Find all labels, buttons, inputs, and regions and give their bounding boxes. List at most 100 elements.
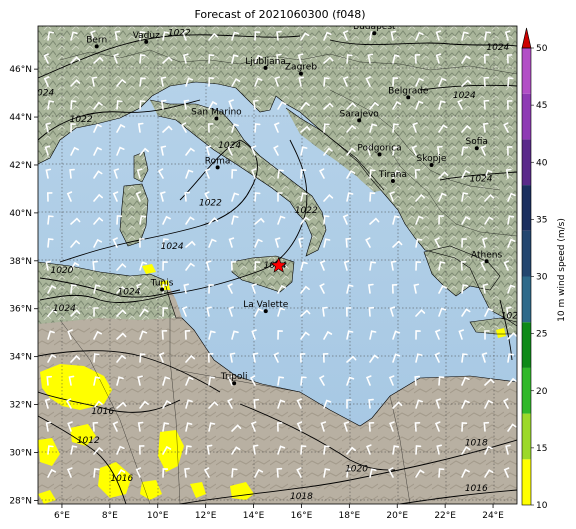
city-dot xyxy=(377,152,382,157)
wind-barb xyxy=(323,238,331,248)
wind-barb xyxy=(136,283,142,294)
wind-barb xyxy=(391,284,398,294)
colorbar-tick-label: 45 xyxy=(536,101,547,111)
wind-barb xyxy=(484,469,494,478)
wind-barb xyxy=(389,191,395,202)
city-label: Vaduz xyxy=(133,31,160,41)
isobar-label: 1024 xyxy=(53,304,76,314)
wind-barb xyxy=(392,101,402,110)
city-label: San Marino xyxy=(191,107,242,117)
wind-barb xyxy=(507,238,516,248)
wind-barb xyxy=(415,77,424,87)
wind-barb xyxy=(369,101,379,110)
wind-barb xyxy=(116,445,125,455)
wind-barb xyxy=(483,99,490,110)
city-label: Athens xyxy=(471,250,502,260)
lat-tick-label: 40°N xyxy=(9,209,32,219)
wind-barb xyxy=(411,145,417,156)
colorbar-tick-label: 50 xyxy=(536,44,548,54)
wind-barb xyxy=(116,146,125,156)
wind-barb xyxy=(116,469,126,478)
lon-tick-label: 18°E xyxy=(339,511,361,521)
wind-barb xyxy=(323,193,334,202)
city-label: Skopje xyxy=(417,154,447,164)
wind-barb xyxy=(227,145,233,156)
city-dot xyxy=(144,39,149,44)
wind-barb xyxy=(254,192,261,202)
wind-barb xyxy=(162,400,172,409)
wind-barb xyxy=(277,376,284,386)
wind-barb xyxy=(231,468,238,478)
wind-barb xyxy=(137,375,143,386)
wind-barb xyxy=(139,238,145,248)
wind-barb xyxy=(414,375,420,386)
wind-barb xyxy=(322,353,329,363)
wind-barb xyxy=(503,398,509,409)
wind-barb xyxy=(369,468,377,478)
wind-barb xyxy=(319,283,325,294)
wind-barb xyxy=(277,169,284,179)
wind-barb xyxy=(300,331,310,340)
wind-barb xyxy=(135,191,142,202)
wind-barb xyxy=(116,354,126,363)
wind-barb xyxy=(276,30,282,41)
wind-barb xyxy=(277,192,283,202)
wind-barb xyxy=(70,56,81,64)
wind-barb xyxy=(160,99,167,110)
wind-barb xyxy=(228,237,235,248)
wind-barb xyxy=(461,468,470,478)
wind-barb xyxy=(90,30,96,41)
colorbar: 10 15 20 25 30 35 40 45 50 xyxy=(521,27,548,511)
wind-barb xyxy=(505,444,511,455)
wind-barb xyxy=(208,100,218,110)
wind-barb xyxy=(438,284,448,294)
wind-barb xyxy=(461,169,470,179)
wind-barb xyxy=(415,193,426,202)
wind-barb xyxy=(277,330,283,340)
lat-tick-label: 44°N xyxy=(9,113,32,123)
wind-barb xyxy=(507,215,515,225)
city-label: Tirana xyxy=(378,170,407,180)
wind-barb xyxy=(461,353,468,363)
city-dot xyxy=(263,65,268,70)
wind-barb xyxy=(160,145,167,156)
wind-barb xyxy=(91,76,98,87)
wind-barb xyxy=(323,31,332,41)
wind-barb xyxy=(277,101,287,110)
wind-barb xyxy=(93,468,100,478)
wind-barb xyxy=(346,147,356,156)
wind-barb xyxy=(503,260,509,271)
wind-barb xyxy=(483,76,490,87)
wind-barb xyxy=(506,146,513,156)
wind-barb xyxy=(507,284,516,294)
wind-barb xyxy=(461,376,470,386)
city-label: Belgrade xyxy=(388,86,429,96)
wind-barb xyxy=(461,216,471,225)
wind-barb xyxy=(366,444,372,455)
wind-barb xyxy=(482,283,489,294)
wind-barb xyxy=(46,192,53,202)
wind-barb xyxy=(277,215,286,225)
wind-barb xyxy=(276,467,283,478)
longitude-ticks: 6°E 8°E 10°E 12°E 14°E 16°E 18°E 20°E 22°E 24°E xyxy=(54,504,504,521)
city-dot xyxy=(160,287,165,292)
wind-barb xyxy=(231,169,238,179)
wind-barb xyxy=(254,261,261,271)
colorbar-segment xyxy=(522,93,531,140)
isobar-label: 1022 xyxy=(168,29,191,39)
wind-barb xyxy=(392,445,400,455)
wind-barb xyxy=(461,192,469,202)
lat-tick-label: 42°N xyxy=(9,161,32,171)
wind-barb xyxy=(390,260,397,271)
wind-barb xyxy=(184,191,190,202)
wind-barb xyxy=(254,307,264,317)
wind-barb xyxy=(414,422,421,432)
wind-barb xyxy=(507,423,517,432)
wind-barb xyxy=(251,283,257,294)
wind-barb xyxy=(346,446,356,455)
wind-barb xyxy=(438,192,447,202)
wind-barb xyxy=(435,30,442,41)
wind-barb xyxy=(93,376,101,386)
wind-barb xyxy=(183,99,190,110)
wind-barb xyxy=(93,170,103,179)
